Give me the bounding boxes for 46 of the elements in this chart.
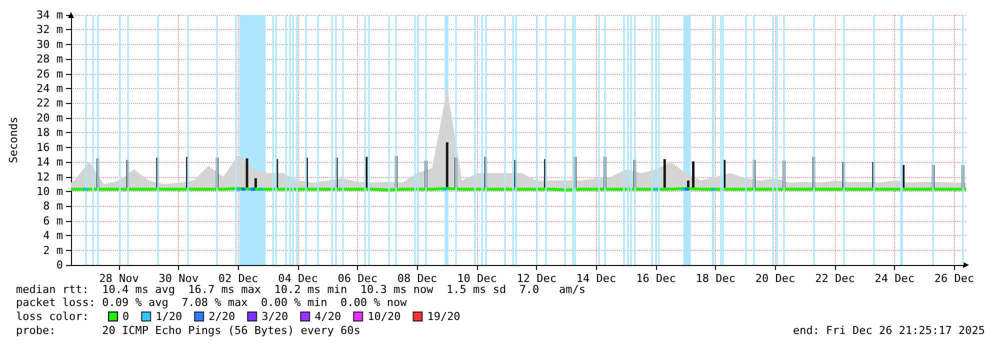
legend-label: 2/20	[208, 310, 236, 323]
x-tick-label: 20 Dec	[755, 272, 796, 285]
x-tick-label: 26 Dec	[934, 272, 974, 285]
x-tick-label: 04 Dec	[278, 272, 318, 285]
x-tick-label: 18 Dec	[696, 272, 736, 285]
y-tick-label: 6 m	[43, 214, 64, 228]
y-tick-label: 16 m	[36, 140, 64, 154]
x-tick-label: 24 Dec	[874, 272, 915, 285]
legend-label: 4/20	[314, 310, 342, 323]
y-tick-label: 32 m	[36, 23, 64, 36]
y-tick-label: 8 m	[43, 200, 64, 213]
text: end: Fri Dec 26 21:25:17 2025	[792, 324, 986, 337]
y-tick-label: 12 m	[36, 170, 64, 184]
legend-label: 19/20	[427, 310, 460, 323]
y-tick-label: 30 m	[36, 38, 64, 51]
y-tick-label: 28 m	[36, 52, 64, 66]
x-tick-label: 02 Dec	[218, 272, 258, 285]
x-tick-label: 06 Dec	[338, 272, 378, 285]
x-tick-label: 30 Nov	[158, 272, 199, 285]
x-tick-label: 12 Dec	[516, 272, 557, 285]
y-axis-title: Seconds	[7, 116, 20, 164]
x-tick-label: 10 Dec	[457, 272, 497, 285]
y-tick-label: 0	[56, 258, 63, 272]
text: packet loss: 0.09 % avg 7.08 % max 0.00 % min 0.00 % now	[16, 296, 408, 309]
legend-title: loss color:	[16, 310, 89, 323]
y-tick-label: 2 m	[43, 244, 64, 257]
legend-label: 3/20	[262, 310, 288, 323]
y-tick-label: 18 m	[36, 126, 64, 140]
legend-label: 1/20	[156, 310, 182, 323]
y-tick-label: 24 m	[36, 82, 64, 96]
y-tick-label: 20 m	[36, 111, 64, 124]
x-tick-label: 08 Dec	[397, 272, 438, 285]
legend-label: 0	[122, 310, 130, 323]
text: median rtt: 10.4 ms avg 16.7 ms max 10.2 ms min 10.3 ms now 1.5 ms sd 7.0 am/s	[16, 283, 586, 296]
text: probe: 20 ICMP Echo Pings (56 Bytes) every 60s	[16, 324, 360, 337]
x-tick-label: 22 Dec	[815, 272, 855, 285]
x-tick-label: 14 Dec	[576, 272, 616, 285]
x-tick-label: 16 Dec	[636, 272, 676, 285]
y-tick-label: 14 m	[36, 156, 64, 169]
y-tick-label: 26 m	[36, 67, 64, 80]
y-tick-label: 4 m	[43, 229, 64, 242]
y-tick-label: 10 m	[36, 184, 64, 198]
x-tick-label: 28 Nov	[99, 272, 140, 285]
y-tick-label: 34 m	[36, 8, 64, 22]
y-tick-label: 22 m	[36, 96, 64, 110]
legend-label: 10/20	[368, 310, 401, 323]
